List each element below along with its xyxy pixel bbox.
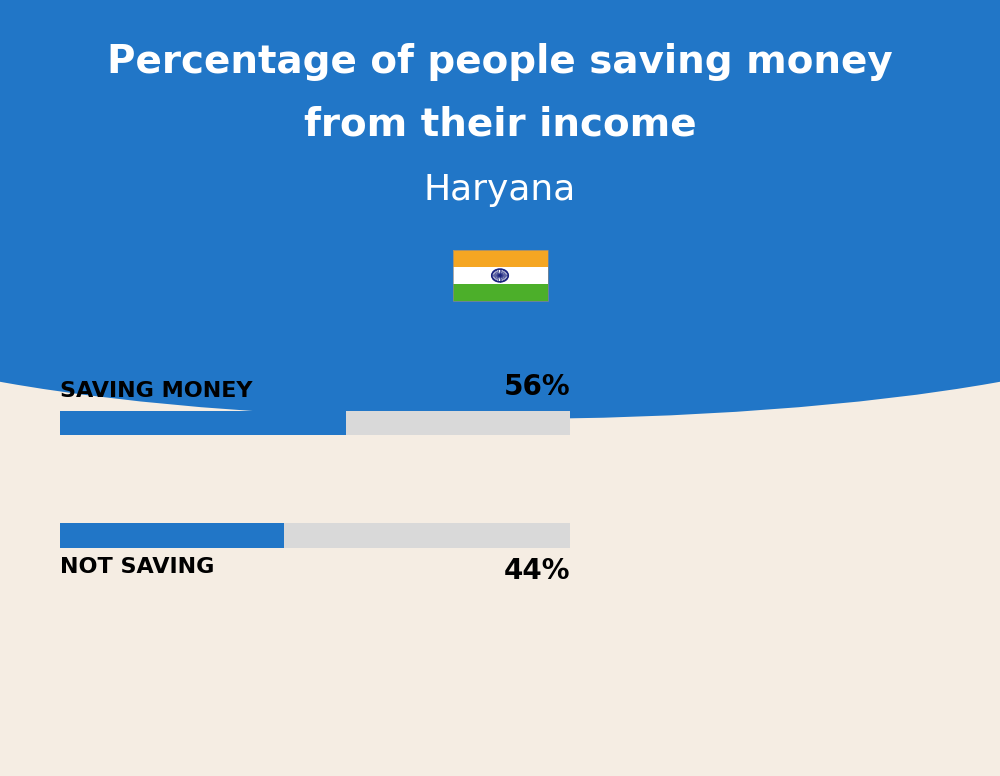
Bar xyxy=(453,250,548,267)
Bar xyxy=(453,267,548,284)
Bar xyxy=(453,258,548,275)
Text: Percentage of people saving money: Percentage of people saving money xyxy=(107,43,893,81)
Bar xyxy=(453,250,548,300)
Bar xyxy=(60,411,346,435)
Text: from their income: from their income xyxy=(304,106,696,143)
Text: 44%: 44% xyxy=(503,557,570,585)
Text: SAVING MONEY: SAVING MONEY xyxy=(60,381,252,401)
Text: 56%: 56% xyxy=(503,373,570,401)
Circle shape xyxy=(499,275,501,276)
Bar xyxy=(60,523,570,548)
Text: NOT SAVING: NOT SAVING xyxy=(60,557,214,577)
Bar xyxy=(453,284,548,300)
Bar xyxy=(60,523,284,548)
Bar xyxy=(60,411,570,435)
Text: Haryana: Haryana xyxy=(424,173,576,207)
Ellipse shape xyxy=(0,171,1000,419)
Bar xyxy=(0,0,1000,295)
